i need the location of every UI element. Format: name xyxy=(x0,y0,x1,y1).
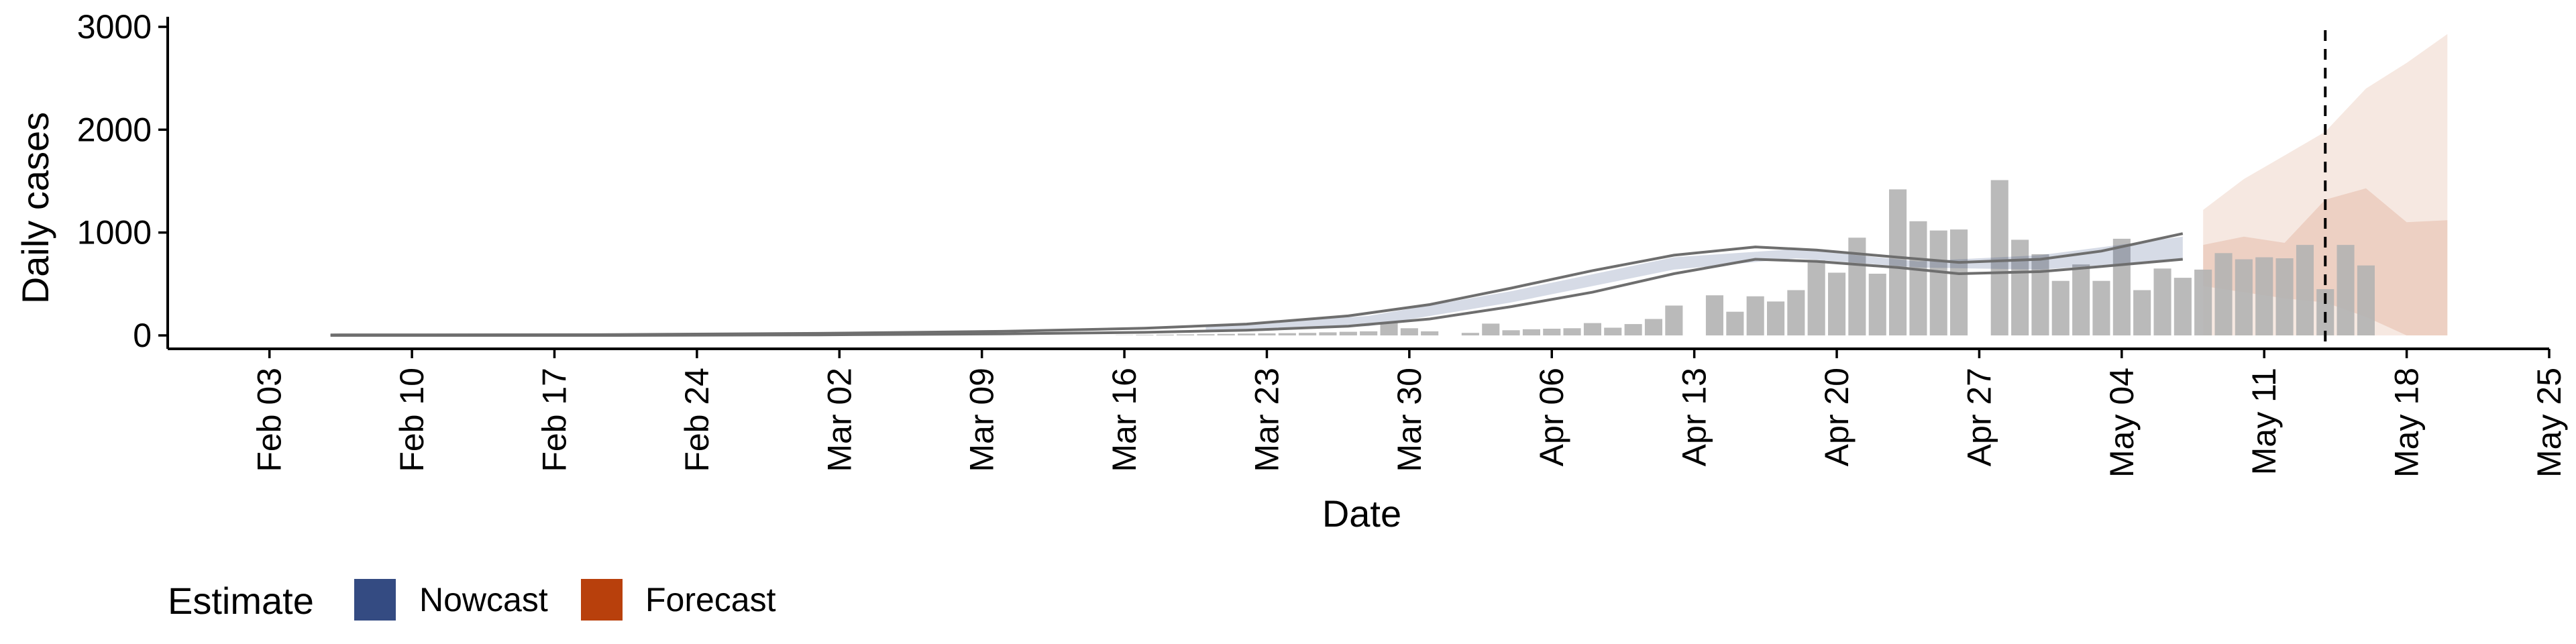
case-bar xyxy=(1360,331,1378,335)
case-bar xyxy=(1726,311,1744,335)
case-bar xyxy=(1400,328,1418,335)
x-tick-label: May 11 xyxy=(2245,368,2283,475)
legend-title: Estimate xyxy=(168,580,314,622)
case-bar xyxy=(2133,290,2151,335)
case-bar xyxy=(1950,229,1968,335)
x-tick-label: Feb 17 xyxy=(536,368,574,472)
y-axis-ticks: 0 1000 2000 3000 xyxy=(77,8,168,354)
case-bar xyxy=(1624,324,1642,335)
case-bar xyxy=(1482,323,1500,335)
case-bar xyxy=(1787,290,1805,335)
y-tick-label: 0 xyxy=(133,317,152,354)
case-bar xyxy=(1502,330,1520,335)
x-tick-label: Apr 27 xyxy=(1960,368,1998,466)
y-tick-label: 3000 xyxy=(77,8,152,46)
case-bar xyxy=(1421,331,1439,335)
case-bar xyxy=(1909,221,1927,335)
case-bar xyxy=(2051,280,2070,335)
case-bar xyxy=(1543,329,1561,335)
case-bar xyxy=(1522,329,1540,335)
x-tick-label: Mar 30 xyxy=(1391,368,1428,472)
case-bar xyxy=(1604,327,1622,335)
legend-label-forecast: Forecast xyxy=(645,581,776,619)
case-bar xyxy=(1868,274,1886,335)
case-bar xyxy=(2235,259,2253,335)
case-bar xyxy=(2092,280,2110,335)
case-bar xyxy=(2011,239,2029,335)
case-bar xyxy=(1746,296,1764,335)
case-bar xyxy=(1929,230,1947,335)
case-bar xyxy=(2194,269,2212,335)
x-tick-label: May 04 xyxy=(2103,368,2141,478)
x-tick-label: Feb 10 xyxy=(393,368,431,472)
case-bar xyxy=(1238,333,1256,335)
case-bar xyxy=(2296,245,2314,335)
case-bar xyxy=(1278,333,1296,335)
case-bar xyxy=(2357,265,2375,335)
case-bar xyxy=(1461,333,1479,335)
nowcast-lower-line xyxy=(330,258,2183,337)
case-bar xyxy=(1665,305,1683,335)
case-bar xyxy=(2031,254,2049,335)
case-bar xyxy=(2275,258,2294,335)
case-bar xyxy=(2072,264,2090,335)
x-tick-label: Apr 13 xyxy=(1676,368,1713,466)
case-bar xyxy=(1217,333,1235,335)
case-bar xyxy=(2255,257,2273,335)
x-tick-label: May 18 xyxy=(2388,368,2426,478)
case-bar xyxy=(1563,328,1581,335)
x-tick-label: Apr 20 xyxy=(1818,368,1856,466)
case-bar xyxy=(1299,333,1317,335)
case-bar xyxy=(1807,260,1825,335)
case-bar xyxy=(1889,189,1907,335)
case-bar xyxy=(2112,238,2131,335)
case-bar xyxy=(1258,333,1276,335)
case-bar xyxy=(1380,322,1398,335)
case-bar xyxy=(1177,334,1195,335)
x-tick-label: Apr 06 xyxy=(1533,368,1570,466)
x-tick-label: Feb 03 xyxy=(251,368,288,472)
observed-cases-bars xyxy=(1116,180,2375,335)
case-bar xyxy=(1583,323,1601,335)
case-bar xyxy=(1197,334,1215,335)
axes xyxy=(166,17,2549,350)
case-bar xyxy=(1767,301,1785,335)
case-bar xyxy=(1644,319,1662,335)
nowcast-upper-line xyxy=(330,232,2184,337)
case-bar xyxy=(2153,268,2171,335)
x-tick-label: Mar 02 xyxy=(820,368,858,472)
case-bar xyxy=(2337,245,2355,335)
case-bar xyxy=(2214,253,2233,335)
y-tick-label: 1000 xyxy=(77,214,152,252)
legend-label-nowcast: Nowcast xyxy=(419,581,548,619)
case-bar xyxy=(1828,272,1846,335)
x-axis-ticks: Feb 03 Feb 10 Feb 17 Feb 24 Mar 02 Mar 09 Mar … xyxy=(251,349,2568,478)
x-tick-label: May 25 xyxy=(2530,368,2568,478)
case-bar xyxy=(1705,295,1723,335)
nowcast-band-and-lines xyxy=(330,232,2184,337)
y-tick-label: 2000 xyxy=(77,111,152,148)
case-bar xyxy=(1990,180,2008,335)
legend-swatch-forecast xyxy=(581,579,623,621)
case-bar xyxy=(1319,332,1337,335)
case-bar xyxy=(1339,331,1357,335)
legend: Estimate Nowcast Forecast xyxy=(168,579,776,622)
x-axis-title: Date xyxy=(1322,492,1401,535)
x-tick-label: Mar 09 xyxy=(963,368,1001,472)
x-tick-label: Feb 24 xyxy=(678,368,716,472)
case-bar xyxy=(2174,278,2192,335)
x-tick-label: Mar 23 xyxy=(1248,368,1286,472)
x-tick-label: Mar 16 xyxy=(1106,368,1143,472)
y-axis-title: Daily cases xyxy=(14,112,56,304)
legend-swatch-nowcast xyxy=(354,579,396,621)
